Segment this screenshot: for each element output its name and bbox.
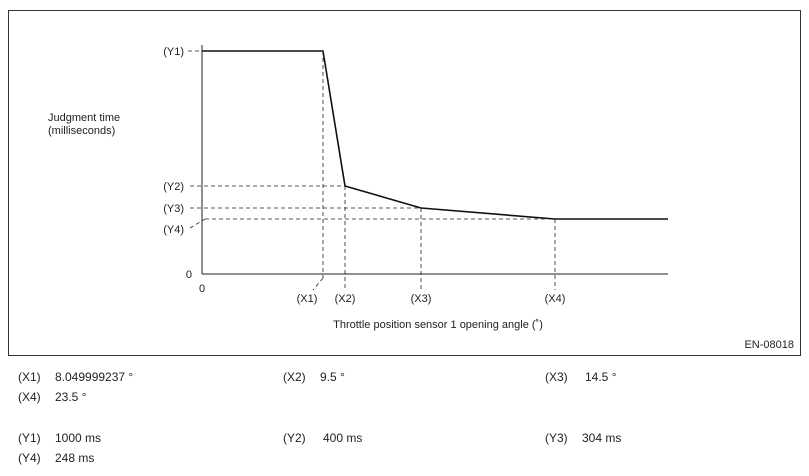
legend-value: 1000 ms <box>55 431 102 445</box>
curve <box>202 50 668 220</box>
x-marker: (X1) <box>297 293 318 305</box>
legend-value: 14.5 ° <box>585 370 617 384</box>
x-axis-label: Throttle position sensor 1 opening angle… <box>333 319 543 331</box>
y-axis-label: (milliseconds) <box>48 125 115 137</box>
legend-value: 23.5 ° <box>55 390 87 404</box>
figure: Judgment time (milliseconds) (Y1) (Y2) (… <box>8 10 801 356</box>
frame <box>8 10 801 356</box>
legend-key: (X1) <box>18 370 41 384</box>
legend-key: (Y2) <box>283 431 306 445</box>
legend-key: (X2) <box>283 370 306 384</box>
y-axis-label: Judgment time <box>48 112 120 124</box>
y-marker: (Y3) <box>163 203 184 215</box>
x-marker: 0 <box>199 283 205 295</box>
y-marker: (Y1) <box>163 46 184 58</box>
x-marker: (X4) <box>545 293 566 305</box>
guides <box>188 50 556 291</box>
legend-key: (Y1) <box>18 431 41 445</box>
legend-value: 9.5 ° <box>320 370 345 384</box>
legend-value: 248 ms <box>55 451 95 465</box>
legend-value: 304 ms <box>582 431 622 445</box>
legend-key: (X3) <box>545 370 568 384</box>
legend-key: (Y4) <box>18 451 41 465</box>
y-marker: (Y2) <box>163 181 184 193</box>
legend-key: (X4) <box>18 390 41 404</box>
x-marker: (X2) <box>335 293 356 305</box>
legend-value: 400 ms <box>323 431 363 445</box>
y-marker: 0 <box>186 269 192 281</box>
figure-id: EN-08018 <box>744 339 794 351</box>
y-marker: (Y4) <box>163 224 184 236</box>
legend-key: (Y3) <box>545 431 568 445</box>
x-marker: (X3) <box>411 293 432 305</box>
legend-value: 8.049999237 ° <box>55 370 134 384</box>
